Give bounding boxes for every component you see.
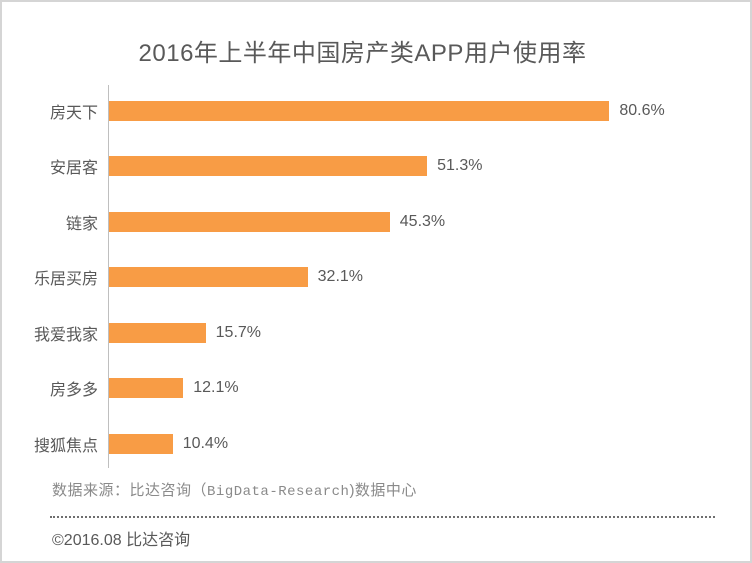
category-label: 房多多 [49,382,98,400]
source-note: 数据来源：比达咨询（BigData-Research)数据中心 [52,479,417,500]
y-axis-line [108,85,109,468]
value-label: 32.1% [317,268,364,286]
category-label: 房天下 [49,104,98,122]
value-label: 10.4% [182,434,229,452]
category-label: 乐居买房 [33,271,98,289]
value-label: 12.1% [193,379,239,397]
bar-chart: 房天下 80.6% 安居客 51.3% 链家 45.3% 乐居买房 32.1% … [2,83,750,472]
category-label: 安居客 [49,160,98,178]
source-prefix: 数据来源：比达咨询（ [52,482,208,499]
bar [108,267,308,288]
copyright-note: ©2016.08 比达咨询 [52,532,191,549]
chart-row: 我爱我家 15.7% [2,305,750,361]
value-label: 51.3% [437,157,483,175]
bar [108,433,173,454]
bar [108,378,184,399]
value-label: 15.7% [215,323,262,341]
chart-row: 房多多 12.1% [2,361,750,417]
value-label: 45.3% [399,212,446,230]
dotted-divider [50,516,715,518]
bar [108,211,390,232]
bar [108,156,428,177]
chart-row: 链家 45.3% [2,194,750,250]
category-label: 搜狐焦点 [33,437,98,455]
source-suffix: )数据中心 [349,482,417,499]
source-latin: BigData-Research [207,484,350,500]
chart-row: 安居客 51.3% [2,139,750,195]
chart-row: 搜狐焦点 10.4% [2,416,750,472]
chart-row: 乐居买房 32.1% [2,250,750,306]
category-label: 链家 [65,215,98,233]
category-label: 我爱我家 [33,326,98,344]
bar [108,322,206,343]
bar [108,100,610,121]
page-title: 2016年上半年中国房产类APP用户使用率 [138,40,587,67]
chart-row: 房天下 80.6% [2,83,750,139]
value-label: 80.6% [619,101,665,119]
